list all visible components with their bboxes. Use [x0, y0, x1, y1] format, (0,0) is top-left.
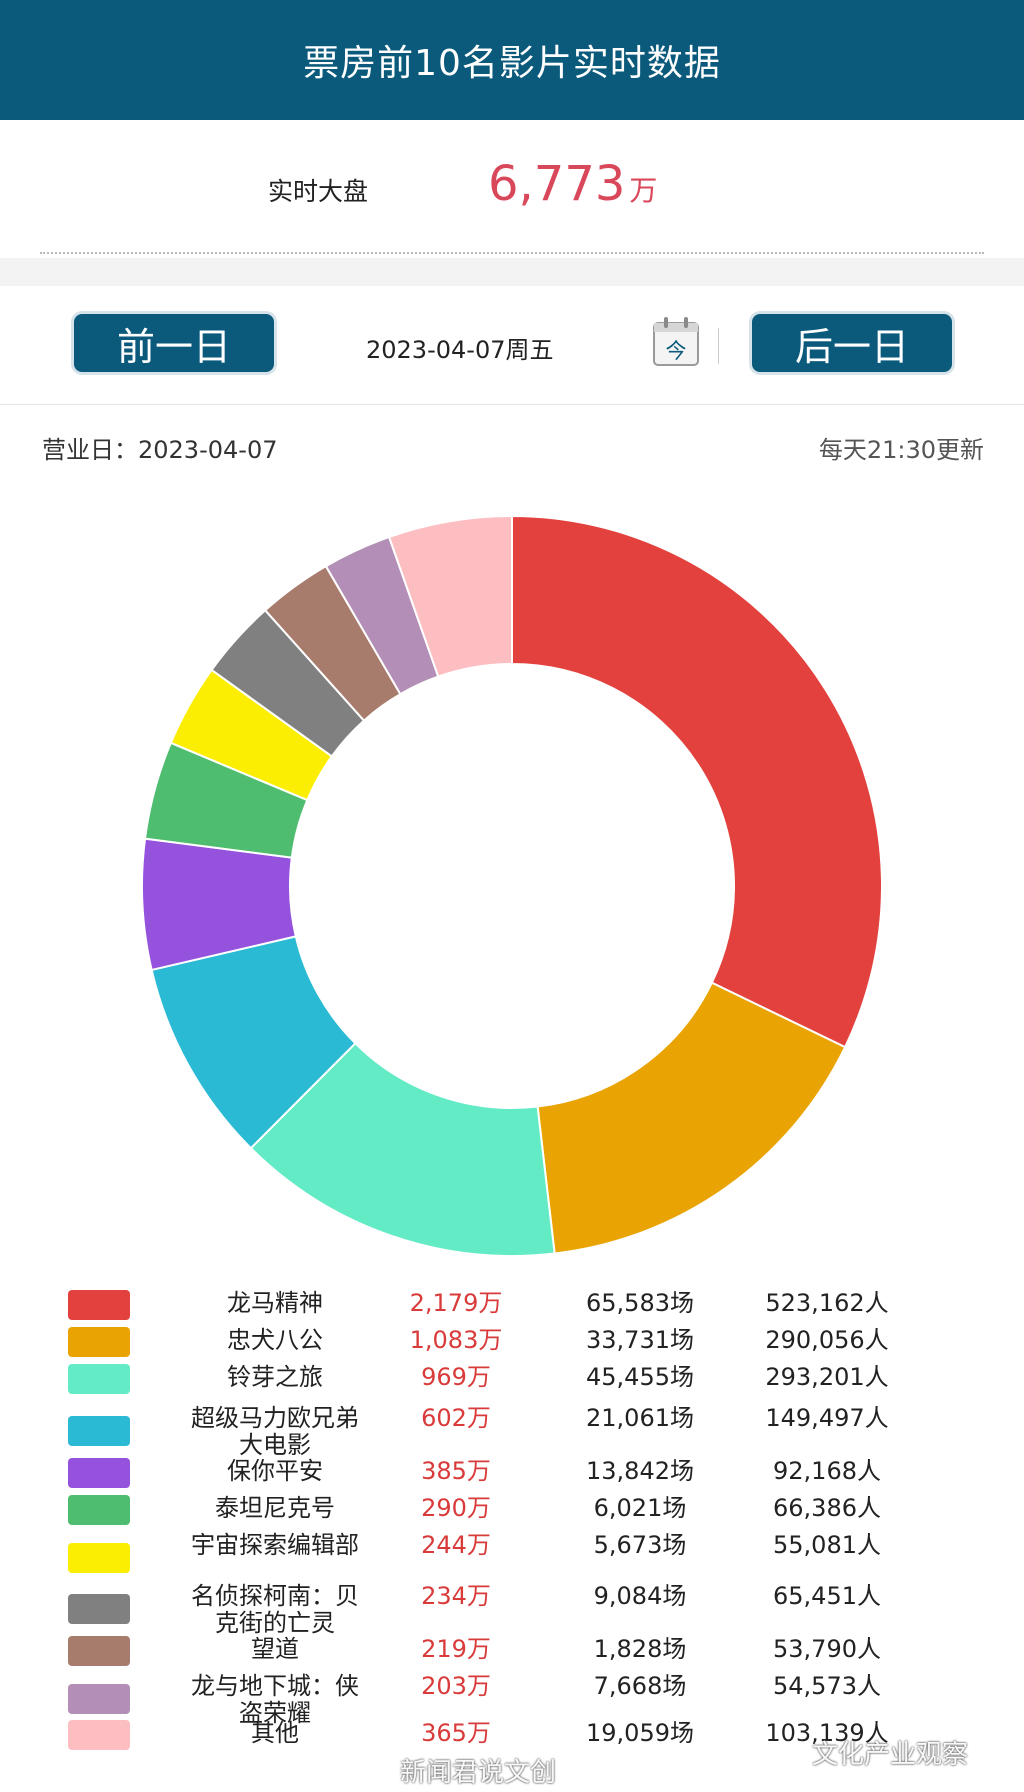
current-date: 2023-04-07周五 — [366, 336, 554, 364]
box-office-value: 219万 — [421, 1635, 491, 1663]
box-office-value: 290万 — [421, 1494, 491, 1522]
legend-swatch — [68, 1684, 130, 1714]
show-count: 5,673场 — [593, 1531, 687, 1559]
donut-slice-2[interactable] — [536, 981, 847, 1255]
box-office-donut-chart — [141, 514, 883, 1257]
film-name: 望道 — [251, 1635, 299, 1663]
audience-count: 92,168人 — [773, 1457, 881, 1485]
audience-count: 293,201人 — [765, 1363, 889, 1391]
business-day-label: 营业日： — [42, 436, 138, 464]
film-name: 龙与地下城：侠盗荣耀 — [191, 1672, 359, 1727]
box-office-value: 234万 — [421, 1582, 491, 1610]
previous-day-button[interactable]: 前一日 — [74, 314, 274, 372]
show-count: 19,059场 — [586, 1719, 694, 1747]
total-amount: 6,773 — [488, 156, 626, 212]
realtime-total-value: 6,773 万 — [488, 156, 657, 212]
next-day-button[interactable]: 后一日 — [752, 314, 952, 372]
legend-swatch — [68, 1636, 130, 1666]
audience-count: 523,162人 — [765, 1289, 889, 1317]
show-count: 13,842场 — [586, 1457, 694, 1485]
audience-count: 290,056人 — [765, 1326, 889, 1354]
box-office-value: 602万 — [421, 1404, 491, 1432]
film-name: 龙马精神 — [227, 1289, 323, 1317]
legend-swatch — [68, 1594, 130, 1624]
box-office-value: 365万 — [421, 1719, 491, 1747]
business-day: 营业日：2023-04-07 — [42, 430, 277, 465]
show-count: 65,583场 — [586, 1289, 694, 1317]
show-count: 45,455场 — [586, 1363, 694, 1391]
donut-slice-1[interactable] — [511, 514, 883, 1049]
audience-count: 103,139人 — [765, 1719, 889, 1747]
audience-count: 65,451人 — [773, 1582, 881, 1610]
date-navigation: 前一日 2023-04-07周五 今 后一日 — [0, 286, 1024, 405]
audience-count: 54,573人 — [773, 1672, 881, 1700]
realtime-total-panel: 实时大盘 6,773 万 — [0, 120, 1024, 254]
legend-swatch — [68, 1327, 130, 1357]
show-count: 9,084场 — [593, 1582, 687, 1610]
film-name: 宇宙探索编辑部 — [191, 1531, 359, 1559]
box-office-value: 244万 — [421, 1531, 491, 1559]
film-name: 泰坦尼克号 — [215, 1494, 335, 1522]
legend-swatch — [68, 1364, 130, 1394]
box-office-value: 2,179万 — [409, 1289, 503, 1317]
box-office-value: 203万 — [421, 1672, 491, 1700]
audience-count: 66,386人 — [773, 1494, 881, 1522]
audience-count: 55,081人 — [773, 1531, 881, 1559]
update-note: 每天21:30更新 — [818, 436, 984, 464]
watermark-left: 新闻君说文创 — [400, 1758, 557, 1788]
audience-count: 53,790人 — [773, 1635, 881, 1663]
film-name: 名侦探柯南：贝克街的亡灵 — [191, 1582, 359, 1637]
legend-swatch — [68, 1290, 130, 1320]
business-day-value: 2023-04-07 — [138, 436, 278, 464]
calendar-today-text: 今 — [666, 339, 687, 363]
total-unit: 万 — [629, 174, 658, 207]
film-name: 超级马力欧兄弟大电影 — [191, 1404, 359, 1459]
box-office-value: 1,083万 — [409, 1326, 503, 1354]
nav-separator — [718, 328, 719, 364]
show-count: 33,731场 — [586, 1326, 694, 1354]
page-title: 票房前10名影片实时数据 — [303, 43, 721, 84]
app-header: 票房前10名影片实时数据 — [0, 0, 1024, 120]
film-name: 其他 — [251, 1719, 299, 1747]
film-name: 忠犬八公 — [227, 1326, 323, 1354]
legend-swatch — [68, 1495, 130, 1525]
watermark-right: 文化产业观察 — [812, 1740, 969, 1770]
box-office-value: 969万 — [421, 1363, 491, 1391]
audience-count: 149,497人 — [765, 1404, 889, 1432]
legend-swatch — [68, 1720, 130, 1750]
box-office-value: 385万 — [421, 1457, 491, 1485]
legend-swatch — [68, 1543, 130, 1573]
film-name: 保你平安 — [227, 1457, 323, 1485]
section-gap — [0, 258, 1024, 286]
show-count: 1,828场 — [593, 1635, 687, 1663]
realtime-total-label: 实时大盘 — [268, 177, 369, 206]
legend-swatch — [68, 1458, 130, 1488]
legend-swatch — [68, 1416, 130, 1446]
dotted-divider — [40, 252, 984, 254]
donut-slice-11[interactable] — [387, 514, 513, 678]
show-count: 7,668场 — [593, 1672, 687, 1700]
film-name: 铃芽之旅 — [227, 1363, 323, 1391]
show-count: 21,061场 — [586, 1404, 694, 1432]
show-count: 6,021场 — [593, 1494, 687, 1522]
calendar-icon[interactable]: 今 — [652, 316, 700, 368]
